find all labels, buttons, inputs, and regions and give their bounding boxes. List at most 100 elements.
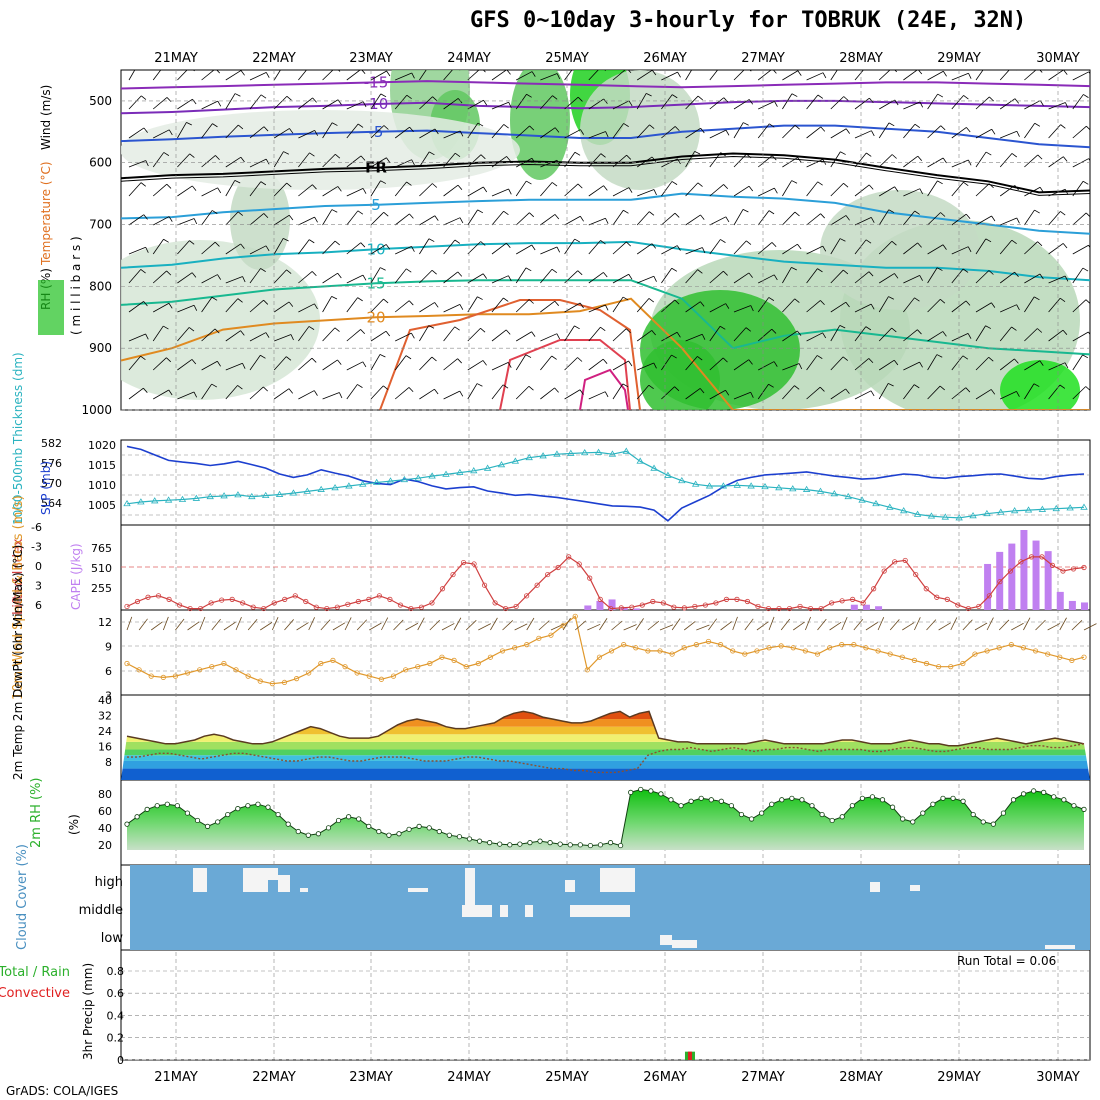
wind-barb xyxy=(771,328,777,334)
wind-barb xyxy=(346,155,362,168)
wind-barb xyxy=(780,618,791,631)
wind-barb xyxy=(405,355,412,360)
wind-barb xyxy=(1065,102,1069,109)
wind-speed-point xyxy=(366,673,372,679)
wind-speed-point xyxy=(887,651,893,657)
wind-barb xyxy=(588,326,601,342)
wind-barb xyxy=(674,126,680,132)
wind-barb xyxy=(322,359,338,371)
wind-barb xyxy=(1048,124,1061,139)
rh-point xyxy=(759,810,765,816)
axis-label-cloud: Cloud Cover (%) xyxy=(15,844,30,950)
wind-barb xyxy=(891,327,897,333)
axis-label-slp: SLP (mb) xyxy=(39,461,53,515)
wind-barb xyxy=(605,131,609,138)
wind-barb xyxy=(1060,211,1066,216)
wind-barb xyxy=(168,216,173,222)
precip-convective-bar xyxy=(687,1051,692,1060)
wind-barb xyxy=(782,211,796,226)
wind-barb xyxy=(346,297,358,313)
wind-barb xyxy=(986,617,994,631)
wind-barb xyxy=(467,296,478,313)
lifted-index-point xyxy=(261,605,267,612)
cape-bar xyxy=(1068,600,1076,610)
wind-barb xyxy=(600,153,606,158)
wind-barb xyxy=(189,240,195,245)
lifted-index-point xyxy=(660,600,666,606)
wind-barb xyxy=(201,297,213,313)
rh-point xyxy=(134,814,140,820)
thickness-tick-label: 570 xyxy=(41,477,62,490)
wind-barb xyxy=(491,101,509,110)
cloud-block xyxy=(268,868,278,880)
rh-point xyxy=(396,831,402,837)
wind-speed-point xyxy=(911,657,918,663)
rh-point xyxy=(1081,806,1087,812)
wind-barb xyxy=(408,387,414,393)
cloud-block xyxy=(278,875,290,892)
lifted-index-point xyxy=(892,559,898,565)
rh-point xyxy=(789,795,795,801)
wind-tick-label: 9 xyxy=(105,641,112,654)
wind-barb xyxy=(177,272,193,284)
wind-barb xyxy=(769,123,775,128)
wind-barb xyxy=(201,383,212,400)
wind-barb xyxy=(636,156,653,168)
temp-band xyxy=(121,768,1090,780)
wind-speed-point xyxy=(245,673,251,679)
wind-barb xyxy=(386,70,391,77)
wind-barb xyxy=(782,180,793,197)
wind-barb xyxy=(483,100,488,106)
rh-point xyxy=(215,819,221,825)
wind-barb xyxy=(709,326,721,342)
wind-speed-point xyxy=(681,645,687,651)
wind-barb xyxy=(878,154,893,168)
wind-barb xyxy=(709,357,724,371)
rh-point xyxy=(265,804,271,810)
wind-barb xyxy=(331,122,338,126)
wind-barb xyxy=(685,247,703,255)
wind-barb xyxy=(702,247,706,254)
wind-barb xyxy=(854,184,870,197)
wind-barb xyxy=(491,70,507,81)
wind-barb xyxy=(842,356,848,361)
wind-barb xyxy=(975,270,990,284)
date-label-bottom: 27MAY xyxy=(741,1070,785,1085)
wind-barb xyxy=(694,151,701,155)
slp-tick-label: 1020 xyxy=(88,439,116,452)
lifted-index-point xyxy=(208,600,214,606)
lifted-index-point xyxy=(839,598,845,604)
thickness-point xyxy=(289,489,298,496)
thickness-point xyxy=(178,495,187,502)
rh-point xyxy=(708,797,714,803)
thickness-point xyxy=(164,496,173,503)
cape-tick-label: 765 xyxy=(91,542,112,555)
wind-barb xyxy=(346,274,364,284)
wind-barb xyxy=(128,387,144,400)
wind-barb xyxy=(1088,71,1090,75)
wind-barb xyxy=(817,181,823,186)
wind-barb xyxy=(612,328,627,342)
wind-barb xyxy=(249,386,264,400)
wind-barb xyxy=(1024,70,1037,81)
wind-barb xyxy=(434,128,439,135)
thickness-point xyxy=(400,475,409,483)
wind-barb xyxy=(540,300,556,313)
wind-barb xyxy=(919,101,924,108)
wind-barb xyxy=(577,270,583,276)
wind-barb xyxy=(773,274,778,281)
wind-barb xyxy=(482,70,486,73)
wind-speed-point xyxy=(693,642,699,648)
wind-barb xyxy=(152,97,168,110)
wind-barb xyxy=(733,70,745,81)
wind-speed-point xyxy=(354,670,360,676)
wind-barb xyxy=(845,301,850,308)
wind-barb xyxy=(1048,70,1064,81)
wind-barb xyxy=(551,182,558,187)
wind-barb xyxy=(628,187,633,193)
wind-barb xyxy=(1024,100,1041,110)
isotherm-label: -5 xyxy=(369,123,384,141)
wind-barb xyxy=(357,210,364,215)
wind-barb xyxy=(891,240,897,246)
wind-barb xyxy=(771,155,777,161)
